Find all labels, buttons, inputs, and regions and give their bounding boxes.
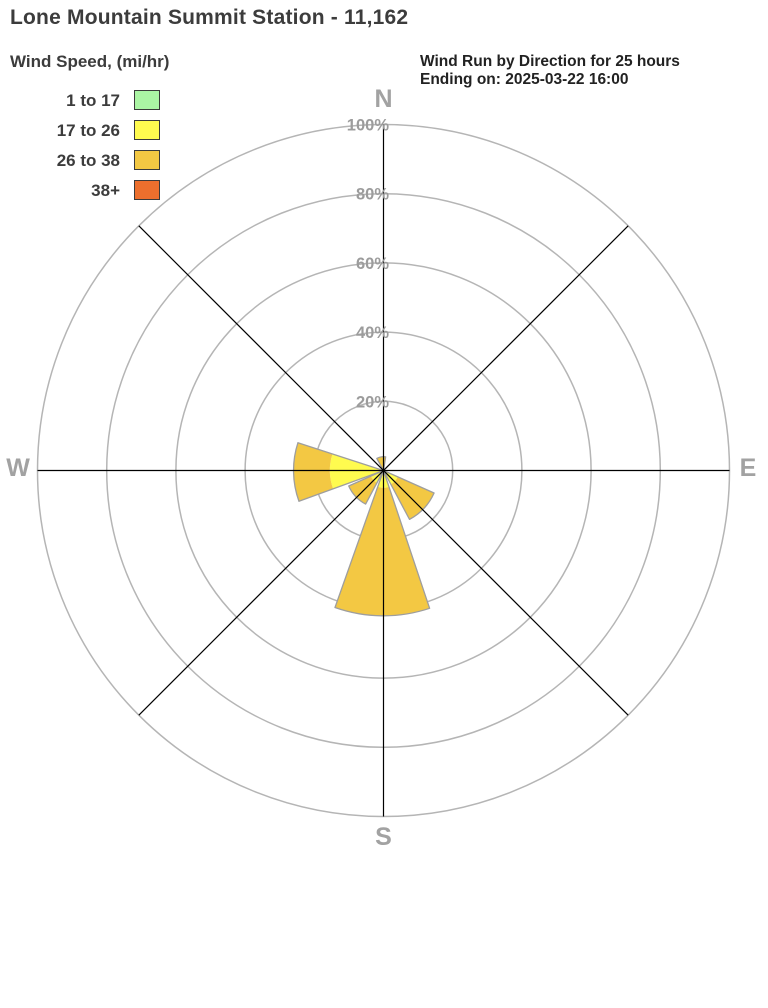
petal-S-outline [334,469,431,617]
compass-label-w: W [6,454,30,482]
ring-label-60pct: 60% [356,255,389,273]
petal-W-outline [292,442,385,502]
subtitle-line-1: Wind Run by Direction for 25 hours [420,53,680,70]
legend-item-38plus: 38+ [10,180,162,202]
legend-item-label: 26 to 38 [56,151,120,170]
legend-item-label: 1 to 17 [66,91,120,110]
petal-S-segment-26-to-38 [334,486,430,616]
petal-SW-outline [348,469,385,505]
legend-item-1-to-17: 1 to 17 [10,90,162,112]
legend-color-swatch [134,150,160,170]
ring-label-80pct: 80% [356,186,389,204]
legend-item-label: 17 to 26 [56,121,120,140]
chart-subtitle: Wind Run by Direction for 25 hours Endin… [420,53,680,89]
compass-label-e: E [740,454,757,482]
ring-label-20pct: 20% [356,393,389,411]
legend-color-swatch [134,120,160,140]
legend-item-17-to-26: 17 to 26 [10,120,162,142]
subtitle-line-2: Ending on: 2025-03-22 16:00 [420,71,629,88]
compass-label-n: N [374,85,392,113]
axis-diagonal-ne-sw [138,225,629,716]
ring-label-100pct: 100% [347,117,390,135]
petal-W-segment-26-to-38 [293,442,334,502]
legend-heading: Wind Speed, (mi/hr) [10,52,170,71]
petal-N-outline [376,456,387,472]
legend-color-swatch [134,90,160,110]
legend-item-label: 38+ [91,181,120,200]
petal-W-segment-17-to-26 [329,453,384,489]
legend-item-26-to-38: 26 to 38 [10,150,162,172]
ring-label-40pct: 40% [356,324,389,342]
page-title: Lone Mountain Summit Station - 11,162 [10,6,409,29]
compass-label-s: S [375,823,392,851]
legend-color-swatch [134,180,160,200]
petal-SE-outline [382,469,435,521]
